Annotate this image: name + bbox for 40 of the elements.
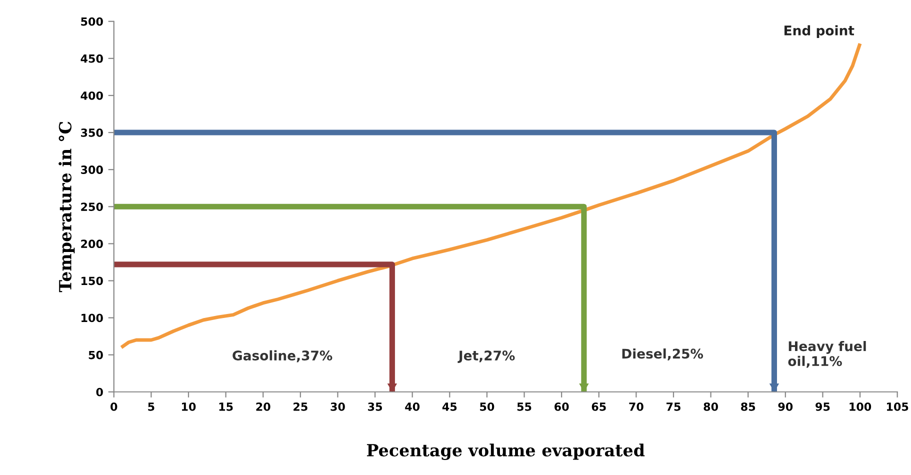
y-tick-label: 150 xyxy=(82,276,103,286)
x-tick-label: 40 xyxy=(405,402,420,411)
y-tick-label: 450 xyxy=(80,54,103,63)
x-tick-label: 0 xyxy=(110,402,118,411)
x-tick-label: 55 xyxy=(517,402,532,411)
x-tick-label: 35 xyxy=(368,402,382,411)
y-tick-label: 0 xyxy=(96,388,103,396)
annotation: Diesel,25% xyxy=(622,348,704,360)
x-tick-label: 50 xyxy=(480,402,494,411)
x-tick-label: 75 xyxy=(666,402,680,411)
x-tick-label: 85 xyxy=(741,402,756,411)
x-tick-label: 65 xyxy=(592,402,606,411)
y-tick-label: 50 xyxy=(88,350,103,360)
annotation: End point xyxy=(784,25,854,38)
x-axis-title: Pecentage volume evaporated xyxy=(366,444,645,460)
annotation: Gasoline,37% xyxy=(232,350,332,362)
x-tick-label: 95 xyxy=(816,402,830,411)
x-tick-label: 5 xyxy=(148,402,154,411)
x-tick-label: 25 xyxy=(294,402,308,411)
x-tick-label: 20 xyxy=(256,402,270,411)
x-tick-label: 100 xyxy=(850,402,872,411)
x-tick-label: 10 xyxy=(182,402,196,411)
x-tick-label: 105 xyxy=(886,402,908,411)
annotation: Heavy fuel oil,11% xyxy=(788,341,866,368)
y-tick-label: 350 xyxy=(81,128,103,137)
annotation: Jet,27% xyxy=(458,350,515,363)
y-tick-label: 500 xyxy=(81,17,103,26)
y-tick-label: 200 xyxy=(81,240,103,248)
y-tick-label: 400 xyxy=(80,91,103,100)
x-tick-label: 70 xyxy=(629,402,644,411)
x-tick-label: 45 xyxy=(442,402,457,411)
y-tick-label: 250 xyxy=(81,202,103,212)
x-tick-label: 60 xyxy=(554,402,569,411)
x-tick-label: 30 xyxy=(330,402,345,411)
y-tick-label: 300 xyxy=(81,166,103,174)
x-tick-label: 80 xyxy=(704,402,718,411)
x-tick-label: 15 xyxy=(219,402,233,411)
y-tick-label: 100 xyxy=(82,314,103,322)
y-axis-title: Temperature in °C xyxy=(58,122,75,292)
x-tick-label: 90 xyxy=(778,402,793,411)
